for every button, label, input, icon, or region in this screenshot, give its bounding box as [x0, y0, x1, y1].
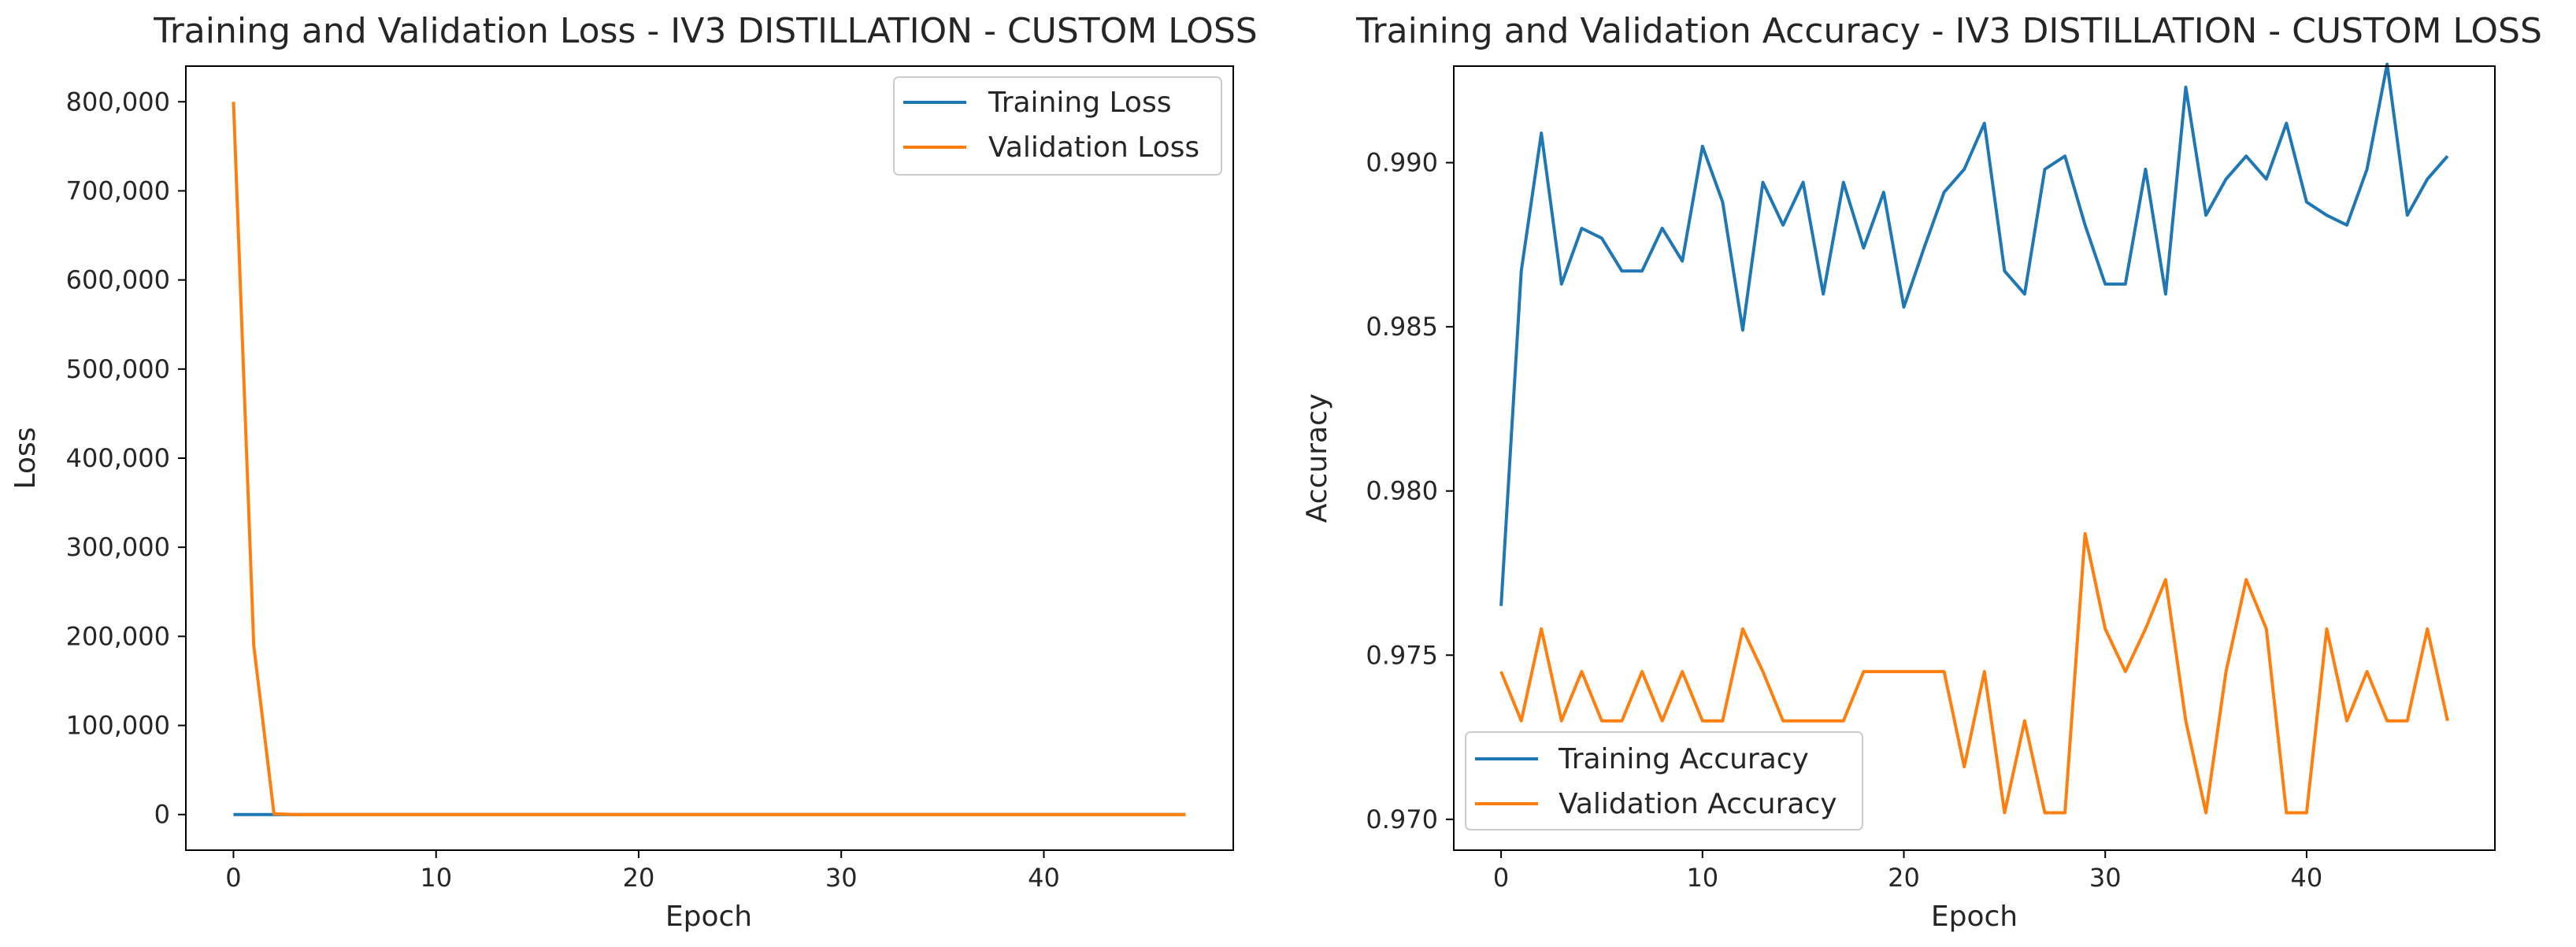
loss-x-tick-label: 20: [623, 863, 655, 893]
loss-x-tick-label: 30: [825, 863, 858, 893]
accuracy-chart: Training and Validation Accuracy - IV3 D…: [1301, 11, 2542, 933]
accuracy-x-tick-label: 10: [1686, 863, 1718, 893]
accuracy-x-axis-label: Epoch: [1931, 901, 2018, 933]
accuracy-y-axis-label: Accuracy: [1301, 394, 1333, 523]
accuracy-legend: Training Accuracy Validation Accuracy: [1466, 732, 1863, 830]
accuracy-legend-label-training: Training Accuracy: [1558, 743, 1809, 775]
loss-chart-title: Training and Validation Loss - IV3 DISTI…: [153, 11, 1257, 51]
accuracy-y-tick-label: 0.990: [1366, 148, 1438, 178]
loss-y-tick-label: 300,000: [66, 532, 170, 562]
accuracy-x-tick-label: 30: [2089, 863, 2122, 893]
accuracy-y-tick-label: 0.970: [1366, 805, 1438, 834]
accuracy-y-tick-label: 0.985: [1366, 312, 1438, 342]
loss-y-tick-label: 600,000: [66, 265, 170, 295]
loss-y-tick-label: 0: [154, 800, 170, 830]
figure: Training and Validation Loss - IV3 DISTI…: [0, 0, 2576, 947]
accuracy-y-tick-label: 0.980: [1366, 476, 1438, 506]
accuracy-y-tick-label: 0.975: [1366, 640, 1438, 670]
accuracy-x-tick-label: 40: [2291, 863, 2323, 893]
loss-legend: Training Loss Validation Loss: [894, 77, 1221, 175]
loss-legend-label-validation: Validation Loss: [988, 131, 1199, 164]
loss-x-tick-label: 10: [420, 863, 452, 893]
loss-x-tick-label: 0: [225, 863, 241, 893]
loss-legend-label-training: Training Loss: [988, 87, 1171, 119]
loss-x-axis-label: Epoch: [665, 901, 752, 933]
loss-y-tick-label: 500,000: [66, 354, 170, 384]
loss-y-tick-label: 200,000: [66, 621, 170, 651]
loss-x-tick-label: 40: [1028, 863, 1060, 893]
accuracy-x-tick-label: 0: [1493, 863, 1509, 893]
loss-y-axis-label: Loss: [9, 427, 42, 490]
loss-y-tick-label: 800,000: [66, 87, 170, 117]
accuracy-x-tick-label: 20: [1888, 863, 1920, 893]
accuracy-chart-title: Training and Validation Accuracy - IV3 D…: [1355, 11, 2542, 51]
loss-y-tick-label: 700,000: [66, 176, 170, 205]
loss-y-tick-label: 400,000: [66, 443, 170, 473]
loss-chart: Training and Validation Loss - IV3 DISTI…: [9, 11, 1258, 933]
loss-plot-area: [186, 66, 1233, 850]
loss-y-tick-label: 100,000: [66, 711, 170, 741]
accuracy-legend-label-validation: Validation Accuracy: [1559, 788, 1837, 820]
